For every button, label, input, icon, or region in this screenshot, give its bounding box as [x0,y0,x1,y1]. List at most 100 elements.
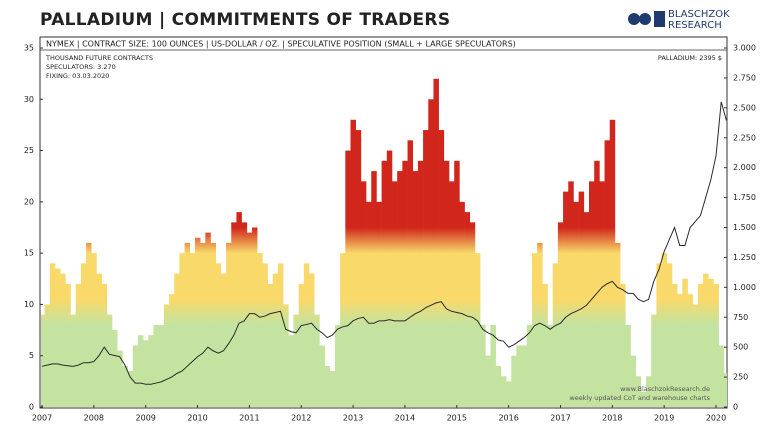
bar [251,227,258,407]
bar [355,130,362,408]
bar [309,273,315,407]
bar [697,283,704,407]
bar [106,314,113,407]
bar [210,242,216,407]
bar [490,324,496,407]
bar [521,345,528,407]
bar [194,237,201,407]
bar [277,263,284,407]
bar [127,371,134,407]
bar [298,283,305,407]
y2-tick-label: 2.750 [733,73,756,82]
y2-tick-label: 1.000 [733,283,756,292]
logo-text: BLASCHZOK [668,9,730,20]
bar [402,160,408,407]
bar [86,242,92,407]
bar [417,160,424,407]
bar [200,242,206,407]
y2-tick-label: 2.250 [733,133,756,142]
bar [334,324,341,407]
bar [303,263,310,407]
bar [205,232,211,407]
bar [153,324,159,407]
bar [604,140,611,408]
bar [314,314,320,407]
y-tick-label: 5 [29,351,34,360]
bar [428,99,434,408]
bar [272,273,279,407]
bar [511,355,517,407]
note: SPECULATORS: 3.270 [46,63,116,71]
y2-tick-label: 2.500 [733,103,756,112]
bar [169,294,175,407]
bar [350,119,356,408]
y2-tick-label: 2.000 [733,163,756,172]
bar [80,263,87,407]
y-tick-label: 30 [24,95,34,104]
y2-tick-label: 250 [733,373,748,382]
note: FIXING: 03.03.2020 [46,72,109,80]
bar [376,201,382,407]
footer: weekly updated CoT and warehouse charts [569,394,710,402]
bar [91,253,97,407]
bar [283,304,289,407]
bar [158,324,165,407]
bar [651,314,657,407]
bar [589,181,595,407]
bar [552,263,559,407]
bar [594,160,600,407]
bar [687,294,693,407]
bar [609,119,616,408]
bar [293,314,299,407]
bar [454,160,460,407]
bar [111,330,118,407]
bar [723,373,727,407]
bar [506,381,512,407]
x-tick-label: 2020 [706,414,726,423]
bar [226,242,232,407]
x-tick-label: 2014 [395,414,415,423]
bar [60,273,66,407]
bar [423,130,429,408]
bar [630,355,636,407]
bar [635,376,642,407]
bar [65,283,71,407]
bar [340,253,346,407]
y2-tick-label: 1.750 [733,193,756,202]
bar [583,212,590,407]
bar [578,191,585,407]
bar [495,365,502,407]
x-tick-label: 2017 [550,414,570,423]
y-tick-label: 35 [24,44,34,53]
bar [381,160,388,407]
bar [666,263,673,407]
bar [625,324,631,407]
x-tick-label: 2007 [32,414,52,423]
price-line [41,101,727,385]
bar [485,355,491,407]
bar [459,201,465,407]
bar [464,212,471,407]
bar [469,222,476,407]
bar [143,340,149,407]
bar [671,283,678,407]
bar [246,232,253,407]
bar [49,263,56,407]
x-tick-label: 2019 [654,414,674,423]
bar [397,171,403,407]
bar [75,283,82,407]
bar [547,324,554,407]
bar [122,365,128,407]
bar [241,222,248,407]
bar [41,314,45,407]
bar [407,140,414,408]
x-tick-label: 2018 [602,414,622,423]
bar [148,335,154,407]
y2-tick-label: 3.000 [733,44,756,53]
x-tick-label: 2010 [187,414,207,423]
x-tick-label: 2013 [343,414,363,423]
bar [516,345,522,407]
bar [708,278,714,407]
chart-subtitle: NYMEX | CONTRACT SIZE: 100 OUNCES | US-D… [46,40,516,49]
